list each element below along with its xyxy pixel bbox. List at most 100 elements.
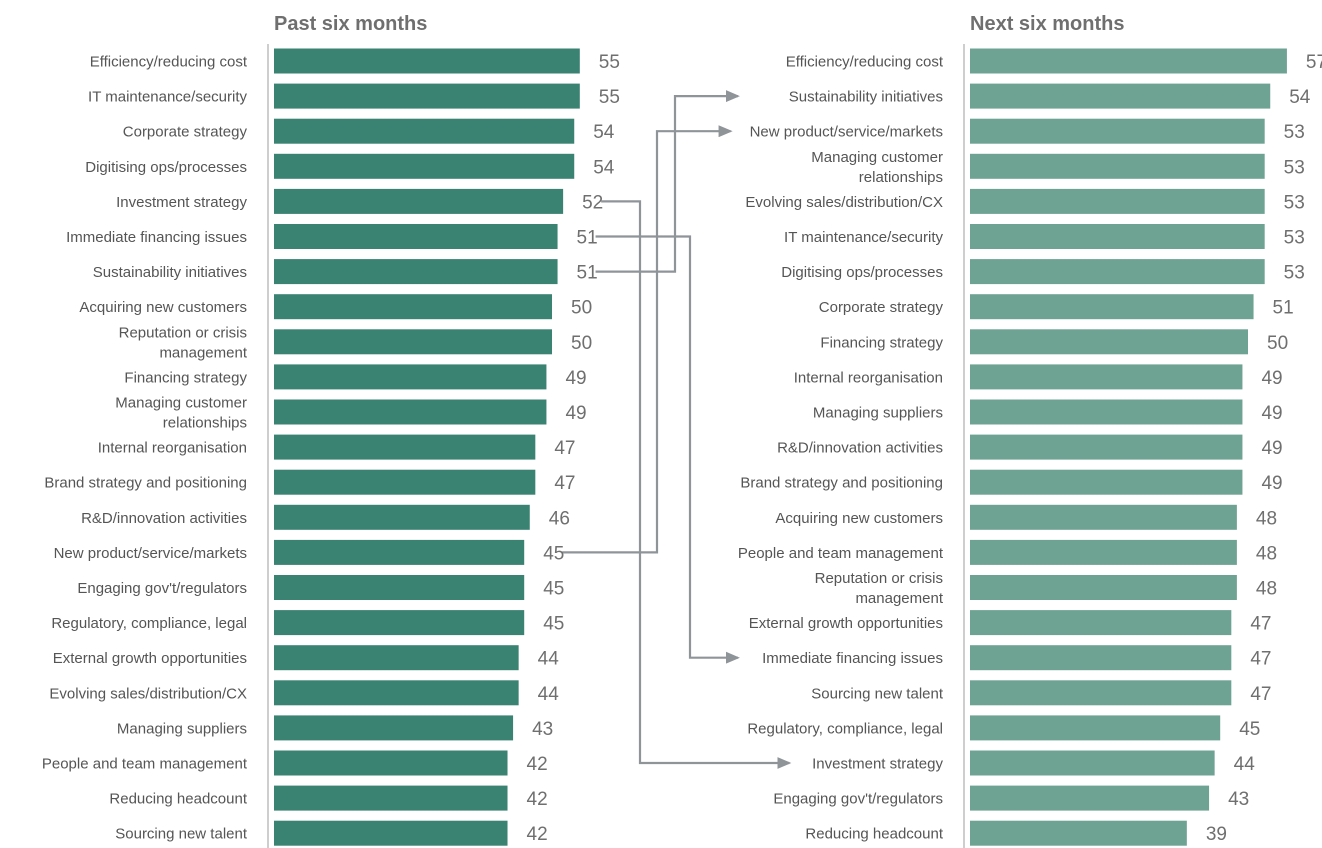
past-value-label: 43 [532, 719, 553, 740]
past-value-label: 44 [538, 684, 560, 705]
next-category-label-line: Immediate financing issues [762, 650, 943, 667]
past-category-label-line: management [159, 344, 247, 361]
next-bar-sustainability-initiatives [970, 83, 1271, 109]
next-category-label-line: Sustainability initiatives [789, 89, 943, 106]
past-bar-new-product-service-markets [274, 539, 525, 565]
past-category-label: Financing strategy [124, 369, 247, 386]
next-category-label-line: Brand strategy and positioning [740, 475, 943, 492]
past-category-label-line: Managing suppliers [117, 720, 247, 737]
next-bar-it-maintenance-security [970, 224, 1265, 249]
next-bar-digitising-ops-processes [970, 259, 1265, 285]
next-value-label: 53 [1284, 122, 1305, 143]
past-value-label: 46 [549, 508, 570, 529]
next-value-label: 49 [1261, 438, 1282, 459]
past-category-label: Reducing headcount [109, 791, 247, 808]
next-value-label: 51 [1273, 298, 1294, 319]
next-category-label-line: Internal reorganisation [794, 369, 943, 386]
past-category-label: Regulatory, compliance, legal [51, 615, 247, 632]
past-category-label: Immediate financing issues [66, 229, 247, 246]
next-panel-title: Next six months [970, 13, 1124, 35]
past-bar-investment-strategy [274, 188, 564, 214]
past-bar-managing-customer-relationships [274, 399, 547, 425]
past-value-label: 42 [527, 754, 548, 775]
past-value-label: 51 [577, 228, 598, 249]
past-bar-digitising-ops-processes [274, 153, 575, 179]
next-category-label-line: Sourcing new talent [811, 685, 944, 702]
past-category-label-line: New product/service/markets [54, 545, 247, 562]
past-panel-title: Past six months [274, 13, 427, 35]
next-bar-reducing-headcount [970, 820, 1187, 846]
past-category-label: Digitising ops/processes [85, 159, 247, 176]
next-bar-acquiring-new-customers [970, 504, 1237, 530]
next-category-label-line: management [855, 590, 943, 607]
next-category-label: IT maintenance/security [784, 229, 943, 246]
next-bar-managing-suppliers [970, 399, 1243, 425]
next-value-label: 53 [1284, 157, 1305, 178]
next-category-label-line: Managing suppliers [813, 405, 943, 422]
next-bar-investment-strategy [970, 750, 1215, 776]
next-category-label: Regulatory, compliance, legal [747, 720, 943, 737]
next-category-label: Reputation or crisis management [815, 570, 944, 607]
arrows-layer [562, 90, 792, 769]
past-bar-reputation-or-crisis-management [274, 329, 552, 355]
next-bar-immediate-financing-issues [970, 645, 1232, 671]
past-bar-people-and-team-management [274, 750, 508, 776]
past-bar-brand-strategy-and-positioning [274, 469, 536, 495]
next-value-label: 54 [1289, 87, 1311, 108]
next-category-label: New product/service/markets [750, 124, 943, 141]
past-bar-evolving-sales-distribution-cx [274, 680, 519, 706]
past-category-label: Acquiring new customers [79, 299, 247, 316]
past-value-label: 55 [599, 52, 620, 73]
past-category-label: Investment strategy [116, 194, 247, 211]
next-bar-corporate-strategy [970, 294, 1254, 320]
next-category-label: People and team management [738, 545, 944, 562]
next-category-label: Acquiring new customers [775, 510, 943, 527]
next-category-label: Efficiency/reducing cost [786, 54, 944, 71]
past-category-label: Managing suppliers [117, 720, 247, 737]
bars-layer [267, 44, 1287, 848]
past-bar-corporate-strategy [274, 118, 575, 144]
next-category-label-line: Investment strategy [812, 756, 943, 773]
past-bar-r-d-innovation-activities [274, 504, 530, 530]
next-category-label-line: Reputation or crisis [815, 570, 943, 587]
next-category-label: Digitising ops/processes [781, 264, 943, 281]
past-category-label-line: Acquiring new customers [79, 299, 247, 316]
next-category-label: R&D/innovation activities [777, 440, 943, 457]
past-category-label-line: Sourcing new talent [115, 826, 248, 843]
arrow-new-product-service-markets [562, 125, 733, 554]
past-category-label: Sourcing new talent [115, 826, 248, 843]
past-category-label-line: Regulatory, compliance, legal [51, 615, 247, 632]
past-category-label-line: Immediate financing issues [66, 229, 247, 246]
past-value-label: 49 [565, 368, 586, 389]
past-value-label: 50 [571, 298, 592, 319]
arrow-sustainability-initiatives [595, 90, 740, 273]
next-value-label: 53 [1284, 192, 1305, 213]
next-category-label: Corporate strategy [819, 299, 944, 316]
next-value-label: 48 [1256, 579, 1277, 600]
next-category-label-line: relationships [859, 169, 943, 186]
next-category-label-line: Acquiring new customers [775, 510, 943, 527]
past-value-label: 51 [577, 263, 598, 284]
past-value-label: 45 [543, 579, 564, 600]
past-bar-sourcing-new-talent [274, 820, 508, 846]
next-bar-reputation-or-crisis-management [970, 575, 1237, 600]
arrow-investment-strategy [601, 200, 792, 769]
past-category-label: Brand strategy and positioning [44, 475, 247, 492]
next-value-label: 39 [1206, 824, 1227, 845]
next-value-label: 57 [1306, 52, 1322, 73]
next-category-label-line: Corporate strategy [819, 299, 944, 316]
past-bar-it-maintenance-security [274, 83, 580, 109]
past-category-label: Managing customer relationships [115, 395, 247, 432]
next-category-label-line: IT maintenance/security [784, 229, 943, 246]
next-category-label-line: External growth opportunities [749, 615, 943, 632]
next-value-label: 49 [1261, 473, 1282, 494]
next-bar-brand-strategy-and-positioning [970, 469, 1243, 495]
next-value-label: 47 [1250, 614, 1271, 635]
next-bar-regulatory-compliance-legal [970, 715, 1221, 741]
past-category-label-line: Sustainability initiatives [93, 264, 247, 281]
next-category-label-line: People and team management [738, 545, 944, 562]
next-value-label: 53 [1284, 263, 1305, 284]
next-category-label: Financing strategy [820, 334, 943, 351]
next-category-label: Engaging gov't/regulators [773, 791, 943, 808]
